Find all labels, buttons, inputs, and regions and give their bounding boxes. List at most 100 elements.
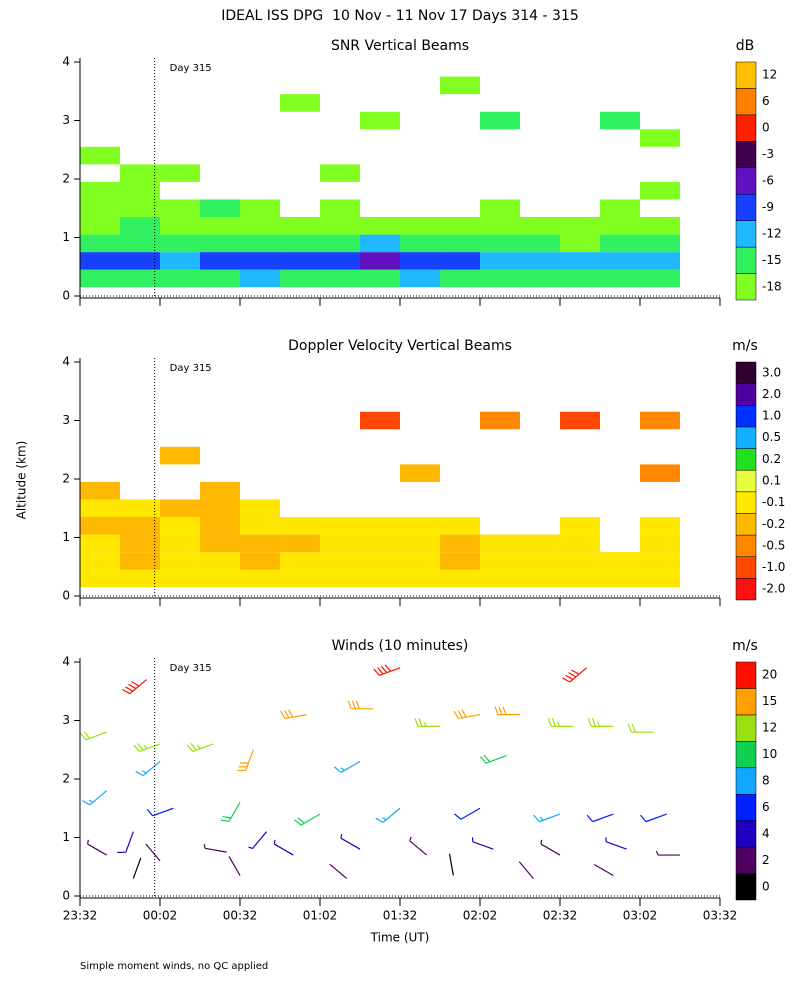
heatmap-cell: [400, 234, 440, 253]
colorbar-title: m/s: [732, 338, 758, 354]
colorbar-box: [735, 193, 757, 221]
heatmap-cell: [360, 252, 400, 270]
wind-barb: [122, 679, 148, 695]
heatmap-cell: [160, 569, 200, 588]
heatmap-cell: [560, 552, 600, 570]
heatmap-cell: [160, 534, 200, 553]
heatmap-cell: [160, 252, 200, 270]
wind-barb: [540, 839, 561, 856]
x-axis-label: Time (UT): [370, 931, 430, 945]
heatmap-cell: [480, 217, 520, 235]
colorbar-label: -1.0: [762, 560, 785, 574]
heatmap-cell: [200, 217, 240, 235]
heatmap-cell: [280, 234, 320, 253]
colorbar-label: 0.5: [762, 430, 781, 444]
colorbar-box: [735, 846, 757, 874]
heatmap-cell: [600, 552, 640, 570]
heatmap-cell: [600, 217, 640, 235]
heatmap-cell: [520, 217, 560, 235]
heatmap-cell: [240, 269, 280, 288]
heatmap-cell: [200, 499, 240, 518]
wind-barb: [82, 790, 108, 806]
heatmap-cell: [400, 552, 440, 570]
wind-barb: [237, 749, 254, 772]
heatmap-cell: [640, 534, 680, 553]
heatmap-cell: [640, 411, 680, 430]
wind-barb: [472, 837, 494, 850]
heatmap-cell: [80, 146, 120, 165]
heatmap-cell: [240, 552, 280, 570]
colorbar-label: 10: [762, 747, 777, 761]
heatmap-cell: [520, 269, 560, 288]
colorbar-label: -12: [762, 226, 782, 240]
heatmap-cell: [600, 234, 640, 253]
wind-barb: [587, 718, 614, 727]
x-tick-label: 01:32: [383, 909, 418, 923]
heatmap-cell: [80, 269, 120, 288]
heatmap-cell: [200, 517, 240, 535]
heatmap-cell: [120, 234, 160, 253]
heatmap-cell: [360, 569, 400, 588]
x-tick-label: 01:02: [303, 909, 338, 923]
panel-title: SNR Vertical Beams: [331, 38, 469, 54]
heatmap-cell: [600, 269, 640, 288]
figure-title: IDEAL ISS DPG 10 Nov - 11 Nov 17 Days 31…: [221, 8, 579, 24]
colorbar-box: [735, 714, 757, 742]
wind-barb: [494, 706, 520, 716]
colorbar-label: 12: [762, 68, 777, 82]
colorbar-box: [735, 448, 757, 471]
colorbar-label: 20: [762, 668, 777, 682]
wind-barb: [133, 743, 161, 752]
colorbar-label: 1.0: [762, 409, 781, 423]
wind-barb: [655, 850, 680, 856]
heatmap-cell: [480, 534, 520, 553]
x-tick-label: 00:32: [223, 909, 258, 923]
colorbar-label: 15: [762, 694, 777, 708]
heatmap-cell: [440, 76, 480, 95]
heatmap-cell: [200, 569, 240, 588]
wind-barb: [627, 723, 654, 733]
heatmap-cell: [440, 569, 480, 588]
heatmap-cell: [320, 199, 360, 218]
heatmap-cell: [80, 199, 120, 218]
heatmap-cell: [120, 269, 160, 288]
heatmap-cell: [400, 217, 440, 235]
wind-barb: [132, 857, 142, 879]
wind-barb: [605, 837, 627, 850]
heatmap-cell: [200, 252, 240, 270]
heatmap-cell: [80, 552, 120, 570]
colorbar-label: -0.1: [762, 495, 785, 509]
colorbar-box: [735, 767, 757, 795]
heatmap-cell: [480, 252, 520, 270]
day-annotation: Day 315: [170, 63, 212, 74]
heatmap-cell: [360, 111, 400, 130]
heatmap-cell: [640, 517, 680, 535]
wind-barb: [347, 700, 374, 710]
wind-barb: [414, 718, 440, 727]
heatmap-cell: [360, 269, 400, 288]
colorbar-box: [735, 167, 757, 195]
colorbar-box: [735, 491, 757, 514]
heatmap-cell: [640, 181, 680, 200]
heatmap-cell: [160, 234, 200, 253]
y-tick-label: 0: [62, 889, 70, 903]
wind-barb: [280, 709, 307, 720]
y-tick-label: 4: [62, 55, 70, 69]
heatmap-cell: [160, 199, 200, 218]
colorbar-box: [735, 426, 757, 449]
heatmap-cell: [80, 252, 120, 270]
x-tick-label: 03:02: [623, 909, 658, 923]
colorbar-box: [735, 513, 757, 536]
y-tick-label: 1: [62, 230, 70, 244]
heatmap-cell: [120, 217, 160, 235]
colorbar-box: [735, 114, 757, 142]
day-annotation: Day 315: [170, 363, 212, 374]
heatmap-cell: [560, 252, 600, 270]
heatmap-cell: [360, 517, 400, 535]
wind-barb: [375, 807, 401, 823]
heatmap-cell: [200, 552, 240, 570]
heatmap-cell: [120, 569, 160, 588]
wind-barb: [593, 864, 614, 877]
colorbar-label: 0: [762, 879, 770, 893]
heatmap-cell: [480, 269, 520, 288]
